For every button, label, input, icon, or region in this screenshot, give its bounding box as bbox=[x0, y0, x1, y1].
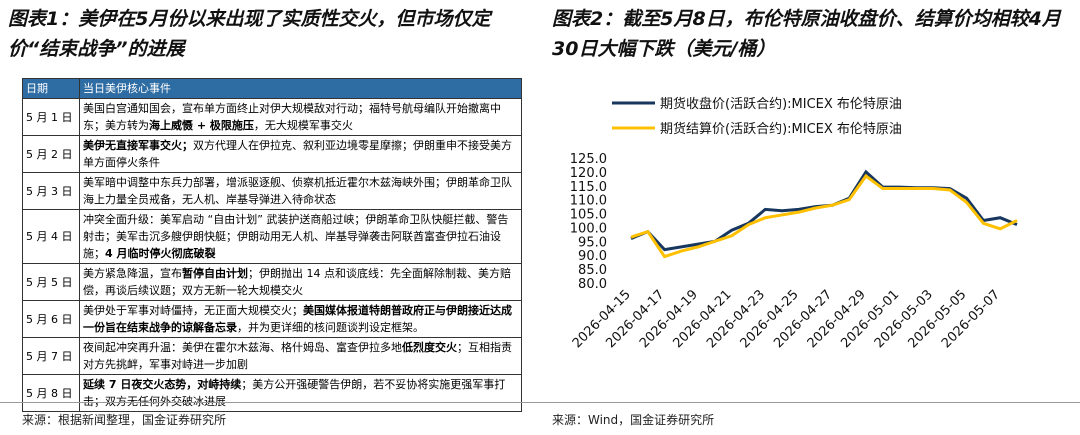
table-row: 5 月 4 日冲突全面升级：美军启动 “自由计划” 武装护送商船过峡；伊朗革命卫… bbox=[22, 209, 522, 264]
table-row: 5 月 1 日美国白宫通知国会，宣布单方面终止对伊大规模敌对行动；福特号航母编队… bbox=[22, 98, 522, 136]
date-cell: 5 月 2 日 bbox=[22, 135, 80, 173]
y-tick-label: 95.0 bbox=[578, 235, 607, 250]
event-text: 冲突全面升级：美军启动 “自由计划” 武装护送商船过峡；伊朗革命卫队快艇拦截、警… bbox=[83, 213, 509, 260]
table-row: 5 月 2 日美伊无直接军事交火；双方代理人在伊拉克、叙利亚边境零星摩擦；伊朗重… bbox=[22, 135, 522, 173]
event-text: 低烈度交火 bbox=[402, 341, 457, 354]
header-row: 日期 当日美伊核心事件 bbox=[22, 78, 522, 99]
event-text: 美伊处于军事对峙僵持，无正面大规模交火； bbox=[83, 304, 303, 317]
y-tick-label: 90.0 bbox=[578, 249, 607, 264]
date-cell: 5 月 4 日 bbox=[22, 209, 80, 264]
event-text: 暂停自由计划 bbox=[182, 267, 248, 280]
date-cell: 5 月 3 日 bbox=[22, 172, 80, 210]
table-row: 5 月 6 日美伊处于军事对峙僵持，无正面大规模交火；美国媒体报道特朗普政府正与… bbox=[22, 300, 522, 338]
left-title: 图表1：美伊在5月份以来出现了实质性交火，但市场仅定价“结束战争”的进展 bbox=[8, 8, 491, 60]
event-text: ；伊朗抛出 14 点和谈底线：先全面解除制裁、美方赔偿，再谈后续议题；双方无新一… bbox=[83, 267, 511, 297]
event-cell: 夜间起冲突再升温：美伊在霍尔木兹海、格什姆岛、富查伊拉多地低烈度交火；互相指责对… bbox=[79, 337, 522, 375]
event-text: ；美方公开强硬警告伊朗，若不妥协将实施更强军事打击；双方无任何外交破冰进展 bbox=[83, 378, 506, 408]
y-tick-label: 115.0 bbox=[570, 180, 607, 195]
series-line bbox=[630, 169, 1018, 252]
date-cell: 5 月 1 日 bbox=[22, 98, 80, 136]
date-cell: 5 月 7 日 bbox=[22, 337, 80, 375]
left-source: 来源：根据新闻整理，国金证券研究所 bbox=[22, 413, 227, 427]
header-cell: 当日美伊核心事件 bbox=[79, 78, 522, 99]
event-text: ；互相指责对方先挑衅，军事对峙进一步加剧 bbox=[83, 341, 512, 371]
legend-label: 期货收盘价(活跃合约):MICEX 布伦特原油 bbox=[660, 96, 902, 112]
event-text: ，并为更详细的核问题谈判设定框架。 bbox=[237, 321, 424, 334]
table-row: 5 月 8 日延续 7 日夜交火态势，对峙持续；美方公开强硬警告伊朗，若不妥协将… bbox=[22, 374, 522, 412]
event-text: 美军暗中调整中东兵力部署，增派驱逐舰、侦察机抵近霍尔木兹海峡外围；伊朗革命卫队海… bbox=[83, 176, 512, 206]
event-text: 双方代理人在伊拉克、叙利亚边境零星摩擦；伊朗重申不接受美方单方面停火条件 bbox=[83, 139, 512, 169]
table-row: 5 月 7 日夜间起冲突再升温：美伊在霍尔木兹海、格什姆岛、富查伊拉多地低烈度交… bbox=[22, 337, 522, 375]
header-cell: 日期 bbox=[22, 78, 80, 99]
event-cell: 美方紧急降温，宣布暂停自由计划；伊朗抛出 14 点和谈底线：先全面解除制裁、美方… bbox=[79, 263, 522, 301]
event-text: 夜间起冲突再升温：美伊在霍尔木兹海、格什姆岛、富查伊拉多地 bbox=[83, 341, 402, 354]
y-tick-label: 100.0 bbox=[570, 221, 607, 236]
event-table: 日期 当日美伊核心事件 5 月 1 日美国白宫通知国会，宣布单方面终止对伊大规模敌对… bbox=[22, 78, 522, 412]
event-text: 海上威慑 + 极限施压 bbox=[149, 119, 254, 132]
event-text: 美国白宫通知国会，宣布单方面终止对伊大规模敌对行动；福特号航母编队开始撤离中东；… bbox=[83, 102, 501, 132]
chart: 80.085.090.095.0100.0105.0110.0115.0120.… bbox=[570, 96, 1018, 351]
event-cell: 美国白宫通知国会，宣布单方面终止对伊大规模敌对行动；福特号航母编队开始撤离中东；… bbox=[79, 98, 522, 136]
event-cell: 美伊无直接军事交火；双方代理人在伊拉克、叙利亚边境零星摩擦；伊朗重申不接受美方单… bbox=[79, 135, 522, 173]
table-row: 5 月 5 日美方紧急降温，宣布暂停自由计划；伊朗抛出 14 点和谈底线：先全面… bbox=[22, 263, 522, 301]
divider bbox=[0, 402, 1080, 403]
y-tick-label: 110.0 bbox=[570, 194, 607, 209]
series-line bbox=[630, 173, 1018, 259]
y-tick-label: 125.0 bbox=[570, 152, 607, 167]
event-text: 美伊无直接军事交火； bbox=[83, 139, 193, 152]
y-tick-label: 120.0 bbox=[570, 166, 607, 181]
event-text: 4 月临时停火彻底破裂 bbox=[105, 247, 216, 260]
chart-title: 图表2：截至5月8日，布伦特原油收盘价、结算价均相较4月30日大幅下跌（美元/桶… bbox=[552, 8, 1061, 60]
event-cell: 美军暗中调整中东兵力部署，增派驱逐舰、侦察机抵近霍尔木兹海峡外围；伊朗革命卫队海… bbox=[79, 172, 522, 210]
y-tick-label: 85.0 bbox=[578, 263, 607, 278]
chart-source: 来源：Wind，国金证券研究所 bbox=[552, 413, 715, 427]
date-cell: 5 月 5 日 bbox=[22, 263, 80, 301]
y-tick-label: 80.0 bbox=[578, 277, 607, 292]
event-text: 延续 7 日夜交火态势，对峙持续 bbox=[83, 378, 242, 391]
y-tick-label: 105.0 bbox=[570, 208, 607, 223]
event-cell: 延续 7 日夜交火态势，对峙持续；美方公开强硬警告伊朗，若不妥协将实施更强军事打… bbox=[79, 374, 522, 412]
event-text: ，无大规模军事交火 bbox=[253, 119, 353, 132]
event-cell: 美伊处于军事对峙僵持，无正面大规模交火；美国媒体报道特朗普政府正与伊朗接近达成一… bbox=[79, 300, 522, 338]
date-cell: 5 月 6 日 bbox=[22, 300, 80, 338]
event-text: 美方紧急降温，宣布 bbox=[83, 267, 182, 280]
table-row: 5 月 3 日美军暗中调整中东兵力部署，增派驱逐舰、侦察机抵近霍尔木兹海峡外围；… bbox=[22, 172, 522, 210]
event-cell: 冲突全面升级：美军启动 “自由计划” 武装护送商船过峡；伊朗革命卫队快艇拦截、警… bbox=[79, 209, 522, 264]
event-text: 美国媒体报道特朗普政府正与伊朗接近达成一份旨在结束战争的谅解备忘录 bbox=[83, 304, 512, 334]
legend-label: 期货结算价(活跃合约):MICEX 布伦特原油 bbox=[660, 121, 902, 137]
date-cell: 5 月 8 日 bbox=[22, 374, 80, 412]
